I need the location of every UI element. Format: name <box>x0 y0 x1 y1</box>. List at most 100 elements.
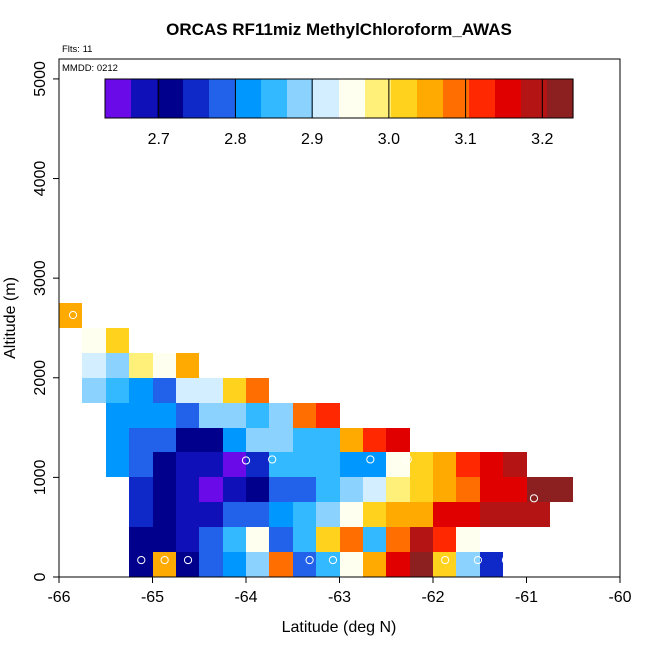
heatmap-cell <box>503 452 527 477</box>
heatmap-cell <box>316 527 340 552</box>
heatmap-cell <box>176 378 199 403</box>
heatmap-cell <box>340 428 363 452</box>
heatmap-cell <box>456 502 480 527</box>
heatmap-cell <box>269 428 293 452</box>
sample-point <box>328 555 338 565</box>
colorbar-swatch <box>521 79 548 118</box>
sample-points <box>68 310 539 565</box>
heatmap-cell <box>129 502 153 527</box>
date-annotation: MMDD: 0212 <box>62 63 118 74</box>
heatmap-cell <box>129 403 153 428</box>
heatmap-cell <box>176 353 199 378</box>
heatmap-cell <box>129 428 153 452</box>
x-tick-label: -64 <box>234 589 257 606</box>
y-tick-label: 3000 <box>32 260 49 296</box>
y-tick-label: 4000 <box>32 161 49 197</box>
heatmap-cell <box>340 527 363 552</box>
y-axis-label: Altitude (m) <box>2 277 19 359</box>
heatmap-cell <box>386 428 410 452</box>
heatmap-cell <box>316 403 340 428</box>
heatmap-cell <box>316 452 340 477</box>
heatmap-cell <box>503 502 527 527</box>
heatmap-cell <box>176 403 199 428</box>
heatmap-cell <box>550 477 573 502</box>
heatmap-cell <box>527 502 550 527</box>
heatmap-cell <box>199 477 223 502</box>
heatmap-cell <box>223 552 246 577</box>
heatmap-cell <box>363 452 386 477</box>
heatmap-cell <box>410 477 433 502</box>
heatmap-cell <box>410 452 433 477</box>
heatmap-cell <box>153 502 176 527</box>
colorbar-swatch <box>287 79 314 118</box>
heatmap-cell <box>363 477 386 502</box>
heatmap-cell <box>480 452 503 477</box>
heatmap-cell <box>340 552 363 577</box>
colorbar-swatch <box>391 79 418 118</box>
colorbar-tick-label: 2.7 <box>148 131 170 148</box>
heatmap-cell <box>129 452 153 477</box>
heatmap-cell <box>456 552 480 577</box>
heatmap-cell <box>246 428 269 452</box>
heatmap-cell <box>269 477 293 502</box>
heatmap-cell <box>59 303 82 328</box>
heatmap-cell <box>176 502 199 527</box>
heatmap-cell <box>433 527 456 552</box>
heatmap-cell <box>410 527 433 552</box>
heatmap-cell <box>456 452 480 477</box>
colorbar-tick-label: 3.0 <box>378 131 400 148</box>
heatmap-cell <box>269 403 293 428</box>
heatmap-cell <box>316 552 340 577</box>
heatmap-cell <box>456 527 480 552</box>
heatmap-cell <box>340 502 363 527</box>
colorbar-swatch <box>417 79 444 118</box>
heatmap-cell <box>176 452 199 477</box>
heatmap-cell <box>129 353 153 378</box>
heatmap-cell <box>433 502 456 527</box>
sample-point <box>501 555 511 565</box>
colorbar-swatch <box>469 79 496 118</box>
heatmap-cell <box>340 452 363 477</box>
colorbar-swatch <box>131 79 158 118</box>
heatmap-cell <box>153 527 176 552</box>
heatmap-cell <box>246 477 269 502</box>
colorbar-swatch <box>495 79 522 118</box>
x-tick-label: -65 <box>141 589 164 606</box>
colorbar-swatch <box>339 79 366 118</box>
heatmap-cell <box>106 378 129 403</box>
sample-point <box>441 555 450 565</box>
heatmap-cell <box>199 502 223 527</box>
sample-point <box>473 555 482 565</box>
heatmap-cell <box>223 378 246 403</box>
heatmap-cell <box>199 527 223 552</box>
heatmap-cell <box>480 477 503 502</box>
colorbar-frame <box>104 78 574 119</box>
heatmap-cell <box>293 527 316 552</box>
colorbar-tick-label: 3.1 <box>454 131 476 148</box>
sample-point <box>183 555 193 565</box>
heatmap-cell <box>363 552 386 577</box>
heatmap-cell <box>153 378 176 403</box>
heatmap-cell <box>480 552 503 577</box>
heatmap-cell <box>386 527 410 552</box>
sample-point <box>305 555 314 565</box>
heatmap-cell <box>106 328 129 353</box>
heatmap-cell <box>153 552 176 577</box>
heatmap-cell <box>199 378 223 403</box>
heatmap-cell <box>293 452 316 477</box>
heatmap-cell <box>246 378 269 403</box>
heatmap-cell <box>269 527 293 552</box>
y-tick-label: 1000 <box>32 459 49 495</box>
heatmap-cell <box>386 477 410 502</box>
heatmap-cell <box>293 428 316 452</box>
heatmap-cell <box>316 502 340 527</box>
heatmap-cell <box>223 477 246 502</box>
heatmap-cell <box>106 452 129 477</box>
y-axis: 0 1000 2000 3000 4000 5000 <box>32 61 59 581</box>
sample-point <box>522 555 531 565</box>
heatmap-cell <box>246 403 269 428</box>
colorbar-tick-label: 2.8 <box>224 131 246 148</box>
heatmap-cell <box>153 403 176 428</box>
colorbar-tick-label: 3.2 <box>531 131 553 148</box>
